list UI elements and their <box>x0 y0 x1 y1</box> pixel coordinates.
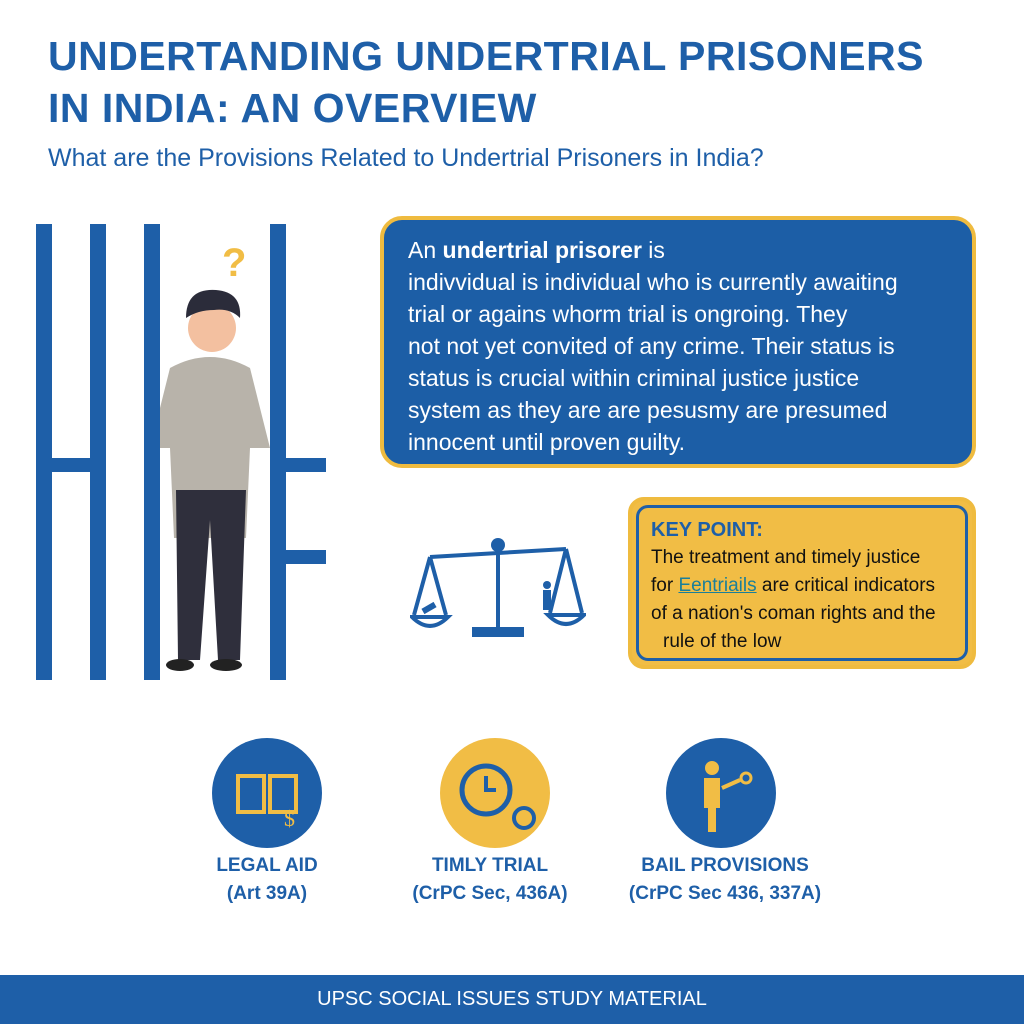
definition-intro: An undertrial prisorer is <box>408 237 665 263</box>
definition-line: indivvidual is individual who is current… <box>408 269 898 295</box>
key-point-box: KEY POINT: The treatment and timely just… <box>628 497 976 669</box>
definition-line: not not yet convited of any crime. Their… <box>408 333 895 359</box>
key-point-line: The treatment and timely justice <box>651 547 921 568</box>
definition-line: system as they are are pesusmy are presu… <box>408 397 888 423</box>
provision-legal-aid: LEGAL AID (Art 39A) <box>216 855 318 904</box>
definition-line: trial or agains whorm trial is ongroing.… <box>408 301 848 327</box>
key-point-heading: KEY POINT: <box>651 519 763 541</box>
key-point-line: rule of the low <box>663 631 782 652</box>
clock-handcuff-icon <box>459 763 536 830</box>
key-point-line: for Eentriails are critical indicators <box>651 575 936 596</box>
provision-bail: BAIL PROVISIONS (CrPC Sec 436, 337A) <box>628 855 822 904</box>
prisoner-figure <box>150 289 270 671</box>
definition-line: innocent until proven guilty. <box>408 429 686 455</box>
title-line-2: IN INDIA: AN OVERVIEW <box>48 85 537 131</box>
definition-line: status is crucial within criminal justic… <box>408 365 860 391</box>
law-book-icon: $ <box>236 774 298 831</box>
subtitle: What are the Provisions Related to Under… <box>48 144 764 172</box>
person-broken-chain-icon <box>704 761 753 832</box>
page-title: UNDERTANDING UNDERTRIAL PRISONERS IN IND… <box>48 30 924 134</box>
timely-trial-circle <box>440 738 550 848</box>
svg-text:$: $ <box>284 806 295 831</box>
bail-provisions-circle <box>666 738 776 848</box>
legal-aid-circle: $ <box>212 738 322 848</box>
key-point-line: of a nation's coman rights and the <box>651 603 936 624</box>
provision-timely-trial: TIMLY TRIAL (CrPC Sec, 436A) <box>412 855 568 904</box>
definition-box: An undertrial prisorer is indivvidual is… <box>380 216 976 468</box>
question-mark-icon: ? <box>222 241 246 285</box>
title-line-1: UNDERTANDING UNDERTRIAL PRISONERS <box>48 33 925 79</box>
key-point-link[interactable]: Eentriails <box>678 575 757 596</box>
prison-bars <box>36 224 326 680</box>
scales-of-justice-icon <box>410 538 586 637</box>
footer-banner: UPSC SOCIAL ISSUES STUDY MATERIAL <box>0 975 1024 1024</box>
prisoner-behind-bars-illustration: ? <box>36 224 326 680</box>
